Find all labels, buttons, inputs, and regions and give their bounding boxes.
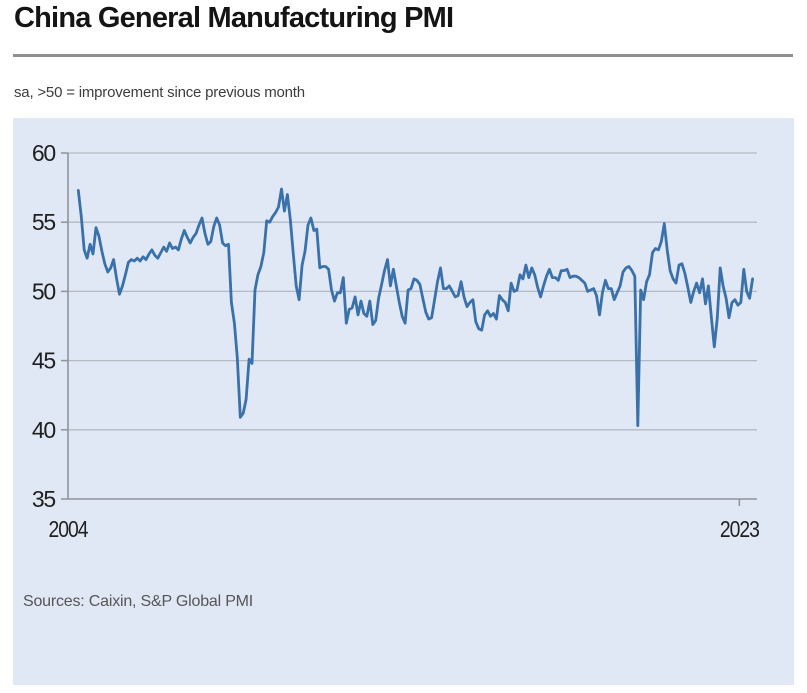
page-title: China General Manufacturing PMI — [14, 2, 454, 34]
y-tick-label-40: 40 — [32, 417, 56, 443]
y-tick-label-60: 60 — [32, 140, 56, 166]
title-divider — [13, 54, 793, 57]
chart-panel: 35 40 45 50 55 60 2004 2023 Sources: Caixin, S&… — [13, 118, 794, 685]
pmi-series-line — [76, 187, 754, 428]
x-tick-label-2023: 2023 — [720, 516, 759, 542]
chart-subtitle: sa, >50 = improvement since previous mon… — [14, 84, 305, 101]
x-tick-label-2004: 2004 — [49, 516, 89, 542]
y-tick-label-50: 50 — [32, 278, 56, 304]
source-note: Sources: Caixin, S&P Global PMI — [23, 593, 254, 610]
y-tick-label-45: 45 — [32, 348, 56, 374]
y-tick-label-55: 55 — [32, 209, 56, 235]
pmi-line-chart: 35 40 45 50 55 60 2004 2023 — [32, 140, 761, 542]
y-tick-label-35: 35 — [32, 486, 56, 512]
